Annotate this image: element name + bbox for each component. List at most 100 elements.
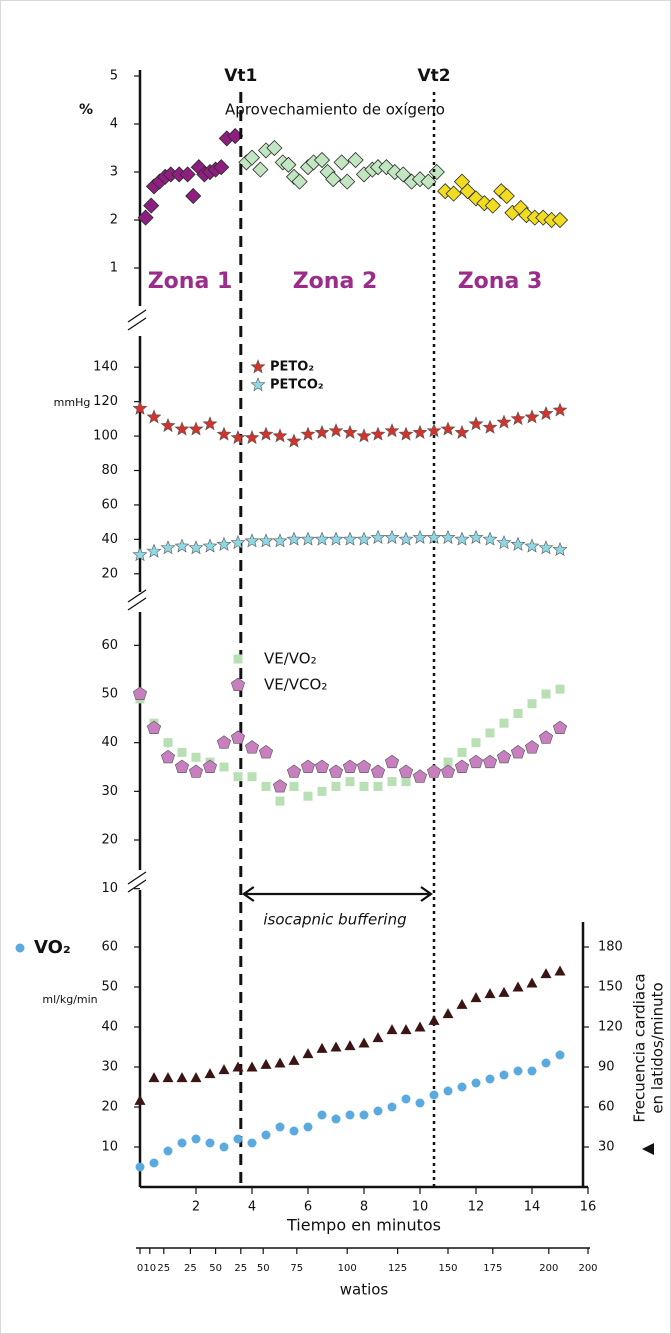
star-point	[174, 538, 190, 553]
triangle-point	[344, 1040, 356, 1051]
star-point	[146, 543, 162, 558]
y2-tick-label: 90	[598, 1060, 615, 1075]
diamond-point	[325, 171, 342, 188]
star-point	[398, 531, 414, 546]
pentagon-point	[440, 764, 456, 778]
y-tick-label: 1	[110, 261, 118, 276]
diamond-point	[347, 151, 364, 169]
star-point	[244, 533, 260, 548]
x2-tick-label: 150	[438, 1263, 457, 1274]
star-point	[370, 426, 386, 441]
square-point	[289, 781, 299, 791]
x2-tick-label: 50	[209, 1263, 222, 1274]
pentagon-point	[384, 754, 400, 769]
diamond-point	[179, 166, 196, 183]
star-point	[230, 429, 246, 445]
star-point	[300, 531, 316, 546]
diamond-point	[185, 187, 202, 205]
pentagon-point	[454, 759, 470, 774]
square-point	[457, 747, 467, 757]
circle-point	[261, 1130, 271, 1140]
left-axis	[127, 70, 147, 1187]
star-point	[174, 421, 190, 436]
triangle-point	[316, 1042, 328, 1053]
diamond-point	[266, 139, 283, 157]
circle-point	[177, 1138, 187, 1148]
diamond-point	[445, 185, 462, 202]
diamond-point	[213, 159, 230, 176]
pentagon-point	[244, 740, 260, 754]
circle-point	[471, 1078, 481, 1088]
zone-label: Zona 3	[458, 269, 543, 294]
star-point	[552, 541, 568, 556]
pentagon-point	[216, 735, 232, 749]
star-point	[230, 534, 246, 550]
y-tick-label: 40	[101, 1020, 118, 1035]
diamond-point	[551, 211, 569, 229]
x2-tick-label: 200	[539, 1263, 558, 1274]
circle-point	[527, 1066, 537, 1076]
star-point	[286, 531, 302, 546]
star-point	[328, 423, 344, 438]
star-point	[314, 424, 330, 439]
x-tick-label: 10	[412, 1200, 429, 1215]
star-point	[160, 417, 176, 433]
x2-tick-label: 10	[143, 1263, 156, 1274]
circle-point	[191, 1134, 201, 1144]
circle-point	[555, 1050, 565, 1060]
series	[132, 529, 568, 562]
diamond-point	[339, 173, 356, 190]
x-label: Tiempo en minutos	[286, 1216, 441, 1235]
square-point	[513, 708, 523, 718]
zone-label: Zona 1	[148, 269, 233, 294]
pentagon-point	[510, 745, 526, 759]
star-point	[188, 540, 204, 555]
star-point	[384, 423, 400, 438]
circle-point	[317, 1110, 327, 1120]
triangle-point	[554, 965, 566, 976]
star-point	[258, 533, 274, 548]
star-point	[468, 416, 484, 431]
series	[137, 127, 244, 226]
diamond-point	[484, 197, 501, 214]
x2-tick-label: 175	[483, 1263, 502, 1274]
circle-point	[303, 1122, 313, 1132]
y-label: %	[79, 102, 93, 118]
pentagon-point	[314, 759, 330, 774]
star-point	[538, 540, 554, 555]
diamond-point	[280, 156, 297, 173]
square-point	[261, 781, 271, 791]
circle-point	[359, 1110, 369, 1120]
x2-tick-label: 0	[137, 1263, 143, 1274]
triangle-point	[484, 988, 496, 999]
pentagon-point	[552, 720, 568, 735]
circle-point	[219, 1142, 229, 1152]
pentagon-point	[230, 730, 246, 744]
square-point	[485, 728, 495, 738]
star-point	[216, 426, 232, 441]
star-point	[160, 540, 176, 555]
x-tick-label: 2	[192, 1200, 200, 1215]
star-point	[440, 529, 456, 544]
pentagon-point	[398, 764, 414, 778]
circle-point	[443, 1086, 453, 1096]
circle-point	[135, 1162, 145, 1172]
square-point	[527, 699, 537, 709]
diamond-point	[313, 151, 331, 169]
star-point	[496, 534, 512, 550]
star-point	[272, 428, 288, 443]
square-point	[345, 777, 355, 787]
star-point	[538, 405, 554, 421]
star-point	[412, 529, 428, 544]
square-point	[275, 796, 285, 806]
pentagon-point	[328, 764, 344, 778]
annotation: isocapnic buffering	[263, 911, 406, 929]
pentagon-point	[272, 779, 288, 793]
triangle-point	[260, 1058, 272, 1069]
x-tick-label: 14	[524, 1200, 541, 1215]
x2-tick-label: 50	[257, 1263, 270, 1274]
star-point	[426, 529, 442, 544]
circle-point	[457, 1082, 467, 1092]
legend-label: PETCO₂	[270, 378, 324, 393]
